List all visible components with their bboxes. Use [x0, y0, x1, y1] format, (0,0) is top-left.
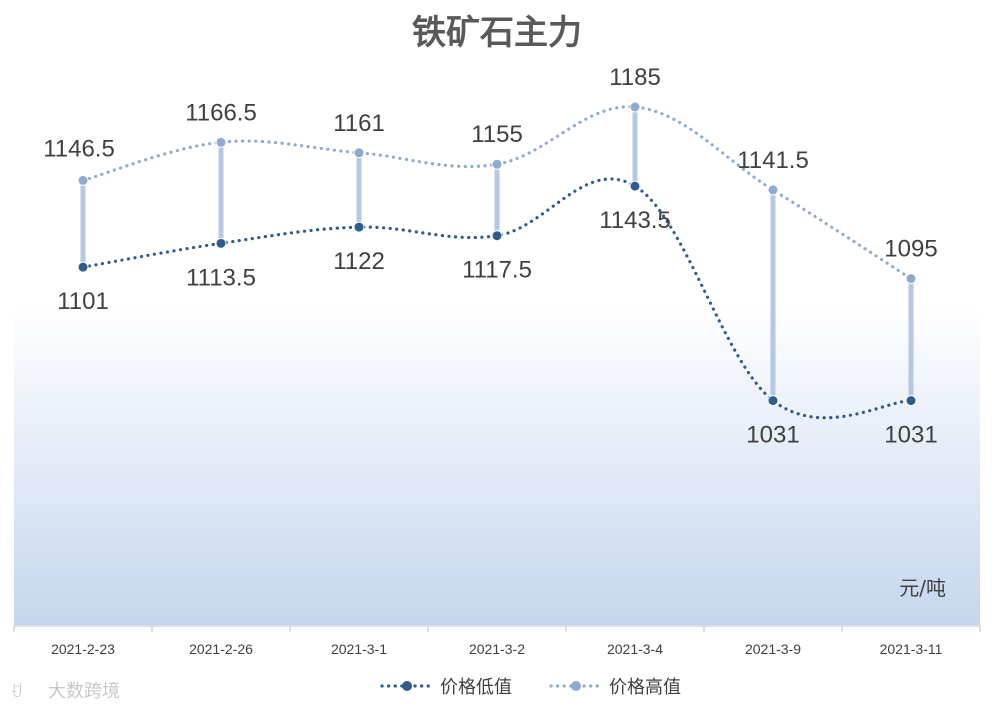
watermark: ꀀ 大数跨境 — [10, 681, 120, 702]
high-label-2021-3-9: 1141.5 — [737, 147, 809, 174]
high-point-2021-3-4 — [629, 101, 641, 113]
high-label-2021-3-2: 1155 — [471, 121, 523, 148]
legend-item-low: 价格低值 — [380, 677, 512, 698]
x-tick-label-2021-3-11: 2021-3-11 — [880, 641, 943, 657]
high-label-2021-3-11: 1095 — [884, 236, 937, 263]
high-label-2021-3-1: 1161 — [333, 110, 385, 137]
low-point-2021-3-4 — [629, 180, 641, 192]
low-point-2021-3-2 — [491, 230, 503, 242]
high-point-2021-3-2 — [491, 158, 503, 170]
x-tick-label-2021-3-4: 2021-3-4 — [607, 641, 663, 657]
low-label-2021-3-11: 1031 — [884, 422, 937, 449]
x-axis-ticks: 2021-2-23 2021-2-26 2021-3-1 2021-3-2 2021-3… — [13, 626, 981, 657]
unit-label: 元/吨 — [899, 576, 946, 600]
watermark-text: 大数跨境 — [48, 681, 120, 702]
low-label-2021-2-23: 1101 — [57, 288, 109, 315]
low-label-2021-3-4: 1143.5 — [599, 207, 671, 234]
plot-background — [14, 305, 980, 625]
high-label-2021-3-4: 1185 — [609, 64, 661, 91]
low-point-2021-3-9 — [767, 395, 779, 407]
legend-item-high-label: 价格高值 — [609, 677, 681, 698]
low-label-2021-3-1: 1122 — [333, 248, 385, 275]
legend: 价格低值 价格高值 — [380, 677, 681, 698]
high-point-2021-2-23 — [77, 174, 89, 186]
x-tick-label-2021-3-1: 2021-3-1 — [331, 641, 387, 657]
data-labels: 1146.5 1101 1166.5 1113.5 1161 1122 1155 1117.5… — [43, 64, 938, 449]
x-tick-label-2021-3-9: 2021-3-9 — [745, 641, 801, 657]
data-points — [77, 101, 917, 407]
legend-item-low-marker — [402, 681, 412, 691]
x-tick-label-2021-2-26: 2021-2-26 — [189, 641, 253, 657]
x-tick-label-2021-2-23: 2021-2-23 — [51, 641, 115, 657]
low-point-2021-3-1 — [353, 221, 365, 233]
high-label-2021-2-23: 1146.5 — [43, 135, 115, 162]
high-point-2021-3-9 — [767, 184, 779, 196]
legend-item-high-marker — [571, 681, 581, 691]
low-label-2021-3-2: 1117.5 — [462, 257, 532, 284]
low-point-2021-2-26 — [215, 237, 227, 249]
legend-item-low-label: 价格低值 — [440, 677, 512, 698]
high-point-2021-3-11 — [905, 273, 917, 285]
high-point-2021-3-1 — [353, 147, 365, 159]
low-label-2021-2-26: 1113.5 — [186, 264, 256, 291]
high-label-2021-2-26: 1166.5 — [185, 99, 257, 126]
low-point-2021-2-23 — [77, 261, 89, 273]
low-point-2021-3-11 — [905, 395, 917, 407]
watermark-logo-icon: ꀀ — [10, 682, 23, 701]
low-label-2021-3-9: 1031 — [746, 422, 799, 449]
x-tick-label-2021-3-2: 2021-3-2 — [469, 641, 525, 657]
chart-title: 铁矿石主力 — [412, 13, 582, 53]
drop-lines — [80, 107, 914, 401]
legend-item-high: 价格高值 — [549, 677, 681, 698]
high-point-2021-2-26 — [215, 136, 227, 148]
